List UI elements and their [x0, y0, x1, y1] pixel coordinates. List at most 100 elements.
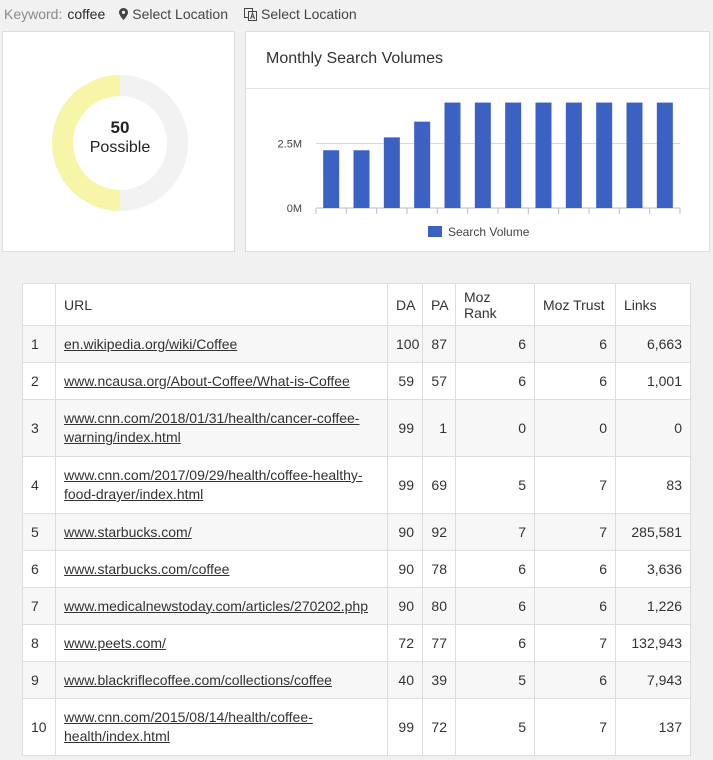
row-index: 3 [22, 399, 56, 457]
monthly-search-volume-card: Monthly Search Volumes 0M 2.5M Search Volu… [245, 31, 710, 252]
map-marker-icon [119, 8, 129, 20]
row-url-link[interactable]: en.wikipedia.org/wiki/Coffee [64, 335, 238, 352]
row-url-link[interactable]: www.starbucks.com/ [64, 523, 192, 540]
row-url-cell: www.peets.com/ [55, 624, 388, 662]
row-url-cell: www.starbucks.com/coffee [55, 550, 388, 588]
row-links: 1,001 [615, 362, 691, 400]
row-moz-rank: 6 [455, 624, 535, 662]
select-location-button[interactable]: Select Location [119, 6, 228, 22]
row-links: 6,663 [615, 325, 691, 363]
y-tick-label: 2.5M [278, 139, 302, 151]
score-card: 50 Possible [2, 31, 235, 252]
table-row: 3 www.cnn.com/2018/01/31/health/cancer-co… [22, 399, 691, 457]
row-url-cell: www.blackriflecoffee.com/collections/cof… [55, 661, 388, 699]
col-links-header[interactable]: Links [615, 283, 691, 326]
row-da: 90 [387, 587, 423, 625]
table-row: 2 www.ncausa.org/About-Coffee/What-is-Cof… [22, 362, 691, 400]
select-location-label-2: Select Location [260, 6, 357, 22]
row-index: 1 [22, 325, 56, 363]
row-url-link[interactable]: www.starbucks.com/coffee [64, 560, 230, 577]
row-index: 6 [22, 550, 56, 588]
row-pa: 39 [422, 661, 456, 699]
chart-title: Monthly Search Volumes [266, 50, 443, 67]
keyword-bar: Keyword: coffee Select Location Select L… [0, 0, 713, 28]
row-pa: 80 [422, 587, 456, 625]
score-label: Possible [89, 139, 151, 156]
select-language-button[interactable]: Select Location [243, 6, 357, 22]
row-da: 100 [387, 325, 423, 363]
row-moz-rank: 5 [455, 456, 535, 514]
bar-7 [505, 102, 522, 208]
table-row: 9 www.blackriflecoffee.com/collections/co… [22, 661, 691, 699]
bar-8 [535, 102, 552, 208]
row-da: 99 [387, 456, 423, 514]
row-url-link[interactable]: www.medicalnewstoday.com/articles/270202… [64, 597, 369, 614]
table-header-row: URL DA PA Moz Rank Moz Trust Links [22, 283, 691, 326]
row-moz-rank: 5 [455, 698, 535, 756]
row-moz-trust: 6 [534, 362, 616, 400]
row-links: 132,943 [615, 624, 691, 662]
bar-9 [565, 102, 582, 208]
row-url-link[interactable]: www.cnn.com/2017/09/29/health/coffee-hea… [64, 467, 363, 502]
row-pa: 87 [422, 325, 456, 363]
col-index-header [22, 283, 56, 326]
row-links: 3,636 [615, 550, 691, 588]
row-url-link[interactable]: www.ncausa.org/About-Coffee/What-is-Coff… [64, 372, 350, 389]
row-url-link[interactable]: www.cnn.com/2018/01/31/health/cancer-cof… [64, 410, 360, 445]
keyword-label: Keyword: [4, 6, 63, 22]
row-url-cell: www.starbucks.com/ [55, 513, 388, 551]
row-links: 285,581 [615, 513, 691, 551]
bar-5 [444, 102, 461, 208]
legend-label: Search Volume [448, 225, 530, 239]
table-row: 8 www.peets.com/72 77 6 7 132,943 [22, 624, 691, 662]
col-moz-trust-header[interactable]: Moz Trust [534, 283, 616, 326]
bar-12 [656, 102, 673, 208]
row-moz-rank: 6 [455, 325, 535, 363]
keyword-value: coffee [67, 6, 106, 22]
row-moz-trust: 6 [534, 587, 616, 625]
row-index: 8 [22, 624, 56, 662]
row-links: 1,226 [615, 587, 691, 625]
row-moz-trust: 7 [534, 698, 616, 756]
row-moz-rank: 0 [455, 399, 535, 457]
row-url-link[interactable]: www.peets.com/ [64, 634, 166, 651]
row-da: 99 [387, 698, 423, 756]
row-moz-rank: 6 [455, 362, 535, 400]
row-url-cell: www.cnn.com/2015/08/14/health/coffee-hea… [55, 698, 388, 756]
row-index: 4 [22, 456, 56, 514]
row-index: 10 [22, 698, 56, 756]
row-links: 137 [615, 698, 691, 756]
row-url-cell: www.cnn.com/2018/01/31/health/cancer-cof… [55, 399, 388, 457]
table-body: 1 en.wikipedia.org/wiki/Coffee 100 87 6 6 6,66… [22, 325, 691, 756]
search-volume-chart: 0M 2.5M Search Volume [278, 102, 681, 239]
row-da: 72 [387, 624, 423, 662]
col-moz-rank-header[interactable]: Moz Rank [455, 283, 535, 326]
row-moz-rank: 6 [455, 550, 535, 588]
col-pa-header[interactable]: PA [422, 283, 456, 326]
bar-11 [626, 102, 643, 208]
row-links: 7,943 [615, 661, 691, 699]
col-da-header[interactable]: DA [387, 283, 423, 326]
row-pa: 57 [422, 362, 456, 400]
row-da: 99 [387, 399, 423, 457]
language-icon [243, 7, 257, 21]
table-row: 5 www.starbucks.com/90 92 7 7 285,581 [22, 513, 691, 551]
row-moz-trust: 6 [534, 325, 616, 363]
table-row: 1 en.wikipedia.org/wiki/Coffee 100 87 6 6 6,66… [22, 325, 691, 363]
score-donut-fill [52, 75, 120, 211]
bar-1 [323, 150, 340, 208]
col-url-header[interactable]: URL [55, 283, 388, 326]
row-moz-trust: 7 [534, 513, 616, 551]
row-url-cell: www.cnn.com/2017/09/29/health/coffee-hea… [55, 456, 388, 514]
row-url-link[interactable]: www.blackriflecoffee.com/collections/cof… [64, 671, 332, 688]
bar-3 [383, 137, 400, 208]
bar-2 [353, 150, 370, 208]
row-moz-rank: 7 [455, 513, 535, 551]
row-index: 9 [22, 661, 56, 699]
row-moz-trust: 7 [534, 624, 616, 662]
row-url-cell: www.medicalnewstoday.com/articles/270202… [55, 587, 388, 625]
row-da: 90 [387, 513, 423, 551]
select-location-label: Select Location [132, 6, 228, 22]
row-url-link[interactable]: www.cnn.com/2015/08/14/health/coffee-hea… [64, 709, 313, 744]
row-moz-trust: 0 [534, 399, 616, 457]
